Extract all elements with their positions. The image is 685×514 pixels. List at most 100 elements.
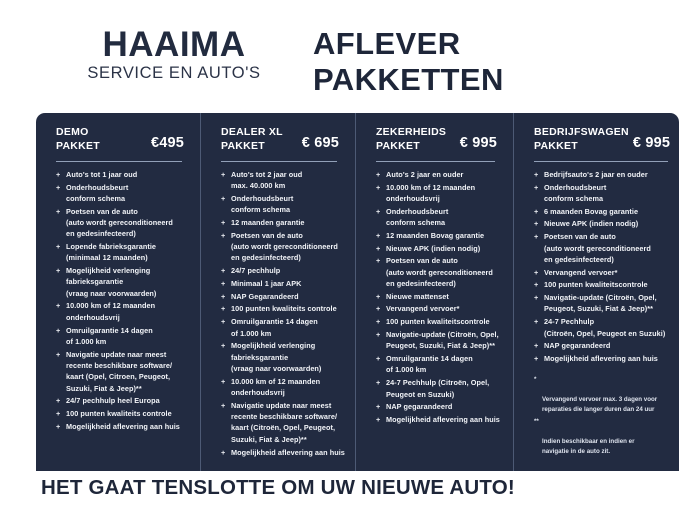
package-price: € 695 <box>301 135 339 151</box>
feature-item: + Poetsen van de auto (auto wordt gerecon… <box>221 230 345 264</box>
feature-item: + Poetsen van de auto (auto wordt gerecon… <box>56 206 190 240</box>
footnote-item: * Vervangend vervoer max. 3 dagen voor r… <box>534 375 678 415</box>
plus-icon: + <box>376 354 381 364</box>
feature-list: + Auto's 2 jaar en ouder +10.000 km of 12… <box>376 169 503 426</box>
feature-text: 12 maanden Bovag garantie <box>386 230 485 240</box>
footnote-item: ** Indien beschikbaar en indien er navig… <box>534 417 678 457</box>
package-title: DEMO PAKKET <box>56 126 100 152</box>
brand-logo: HAAIMA SERVICE EN AUTO'S <box>58 27 290 82</box>
feature-text: 10.000 km of 12 maanden onderhoudsvrij <box>386 182 476 203</box>
feature-item: + Navigatie-update (Citroën, Opel, Peugeo… <box>376 329 503 352</box>
feature-item: + Onderhoudsbeurt conform schema <box>56 182 190 205</box>
feature-item: + Mogelijkheid aflevering aan huis <box>56 421 190 432</box>
plus-icon: + <box>221 169 226 179</box>
plus-icon: + <box>56 242 61 251</box>
plus-icon: + <box>534 206 539 216</box>
page-header: HAAIMA SERVICE EN AUTO'S AFLEVER PAKKETT… <box>0 0 685 110</box>
header-divider <box>221 160 337 162</box>
package-header: DEMO PAKKET €495 <box>56 126 190 154</box>
feature-text: Onderhoudsbeurt conform schema <box>231 193 294 215</box>
plus-icon: + <box>56 409 61 419</box>
feature-item: + Nieuwe APK (indien nodig) <box>534 218 676 229</box>
package-column-demo: DEMO PAKKET €495 + Auto's tot 1 jaar oud … <box>36 113 200 471</box>
plus-icon: + <box>534 293 539 303</box>
feature-item: +10.000 km of 12 maanden onderhoudsvrij <box>221 376 345 399</box>
header-divider <box>56 160 182 162</box>
footnote-marker: * <box>534 375 537 383</box>
feature-text: Mogelijkheid aflevering aan huis <box>231 447 345 457</box>
plus-icon: + <box>56 169 61 179</box>
feature-item: + Auto's tot 2 jaar oud max. 40.000 km <box>221 169 345 192</box>
feature-text: Poetsen van de auto (auto wordt gerecond… <box>544 232 651 264</box>
feature-text: 100 punten kwaliteits controle <box>66 409 172 419</box>
feature-text: 24/7 pechhulp <box>231 266 281 276</box>
feature-item: + Omruilgarantie 14 dagen of 1.000 km <box>56 325 190 348</box>
feature-text: Mogelijkheid aflevering aan huis <box>66 421 180 431</box>
feature-text: 10.000 km of 12 maanden onderhoudsvrij <box>231 376 321 398</box>
package-column-zekerheids: ZEKERHEIDS PAKKET € 995 + Auto's 2 jaar e… <box>355 113 513 471</box>
feature-item: + Onderhoudsbeurt conform schema <box>221 193 345 216</box>
feature-text: Auto's 2 jaar en ouder <box>386 169 464 179</box>
plus-icon: + <box>221 266 226 276</box>
feature-text: Vervangend vervoer* <box>386 304 460 314</box>
feature-text: 12 maanden garantie <box>231 217 305 227</box>
feature-text: Navigatie update naar meest recente besc… <box>231 400 338 444</box>
feature-item: + Poetsen van de auto (auto wordt gerecon… <box>376 255 503 289</box>
plus-icon: + <box>56 301 61 311</box>
plus-icon: + <box>221 376 226 386</box>
plus-icon: + <box>56 266 61 276</box>
feature-text: 100 punten kwaliteits controle <box>231 304 337 314</box>
feature-item: + Omruilgarantie 14 dagen of 1.000 km <box>376 353 503 376</box>
feature-text: Mogelijkheid verlenging fabrieksgarantie… <box>231 341 322 373</box>
package-title: ZEKERHEIDS PAKKET <box>376 126 447 152</box>
feature-item: +100 punten kwaliteitscontrole <box>376 316 503 327</box>
feature-item: + Bedrijfsauto's 2 jaar en ouder <box>534 169 676 180</box>
feature-text: Bedrijfsauto's 2 jaar en ouder <box>544 169 648 179</box>
plus-icon: + <box>534 219 539 229</box>
feature-text: Onderhoudsbeurt conform schema <box>386 206 449 227</box>
package-price: €495 <box>150 135 184 151</box>
feature-text: Navigatie-update (Citroën, Opel, Peugeot… <box>386 330 499 351</box>
plus-icon: + <box>221 304 226 314</box>
packages-columns: DEMO PAKKET €495 + Auto's tot 1 jaar oud … <box>36 113 679 471</box>
plus-icon: + <box>56 396 61 406</box>
footnotes: * Vervangend vervoer max. 3 dagen voor r… <box>534 375 678 459</box>
logo-tagline: SERVICE EN AUTO'S <box>87 64 261 82</box>
feature-item: + NAP gegarandeerd <box>534 340 676 351</box>
feature-item: + Onderhoudsbeurt conform schema <box>376 206 503 229</box>
feature-item: +10.000 km of 12 maanden onderhoudsvrij <box>376 182 503 205</box>
plus-icon: + <box>376 206 381 216</box>
plus-icon: + <box>376 304 381 314</box>
feature-text: Poetsen van de auto (auto wordt gerecond… <box>66 206 173 239</box>
feature-text: 100 punten kwaliteitscontrole <box>544 280 648 290</box>
feature-item: + Auto's tot 1 jaar oud <box>56 169 190 180</box>
feature-text: NAP gegarandeerd <box>386 402 453 412</box>
feature-text: 24-7 Pechhulp (Citroën, Opel, Peugeot en… <box>386 378 490 399</box>
plus-icon: + <box>221 278 226 288</box>
plus-icon: + <box>221 317 226 327</box>
feature-item: + Mogelijkheid aflevering aan huis <box>221 447 345 458</box>
feature-item: +10.000 km of 12 maanden onderhoudsvrij <box>56 300 190 323</box>
feature-item: +100 punten kwaliteitscontrole <box>534 279 676 290</box>
package-column-dealer-xl: DEALER XL PAKKET € 695 + Auto's tot 2 jaa… <box>200 113 355 471</box>
feature-item: +100 punten kwaliteits controle <box>221 303 345 314</box>
plus-icon: + <box>221 230 226 240</box>
feature-item: + Vervangend vervoer* <box>534 267 676 278</box>
plus-icon: + <box>376 402 381 412</box>
feature-text: Auto's tot 2 jaar oud max. 40.000 km <box>231 169 303 191</box>
feature-item: + Mogelijkheid verlenging fabrieksgaranti… <box>56 265 190 299</box>
feature-text: Omruilgarantie 14 dagen of 1.000 km <box>66 325 153 346</box>
feature-text: Onderhoudsbeurt conform schema <box>544 182 607 203</box>
feature-text: Omruilgarantie 14 dagen of 1.000 km <box>231 317 318 338</box>
plus-icon: + <box>376 378 381 388</box>
feature-text: Lopende fabrieksgarantie (minimaal 12 ma… <box>66 242 157 263</box>
feature-list: + Bedrijfsauto's 2 jaar en ouder + Onderho… <box>534 169 676 365</box>
plus-icon: + <box>534 341 539 351</box>
plus-icon: + <box>376 317 381 327</box>
plus-icon: + <box>56 421 61 431</box>
plus-icon: + <box>221 400 226 410</box>
package-title: DEALER XL PAKKET <box>221 126 283 152</box>
package-column-bedrijfswagen: BEDRIJFSWAGEN PAKKET € 995 + Bedrijfsauto… <box>513 113 685 471</box>
feature-text: Omruilgarantie 14 dagen of 1.000 km <box>386 354 473 375</box>
plus-icon: + <box>534 169 539 179</box>
